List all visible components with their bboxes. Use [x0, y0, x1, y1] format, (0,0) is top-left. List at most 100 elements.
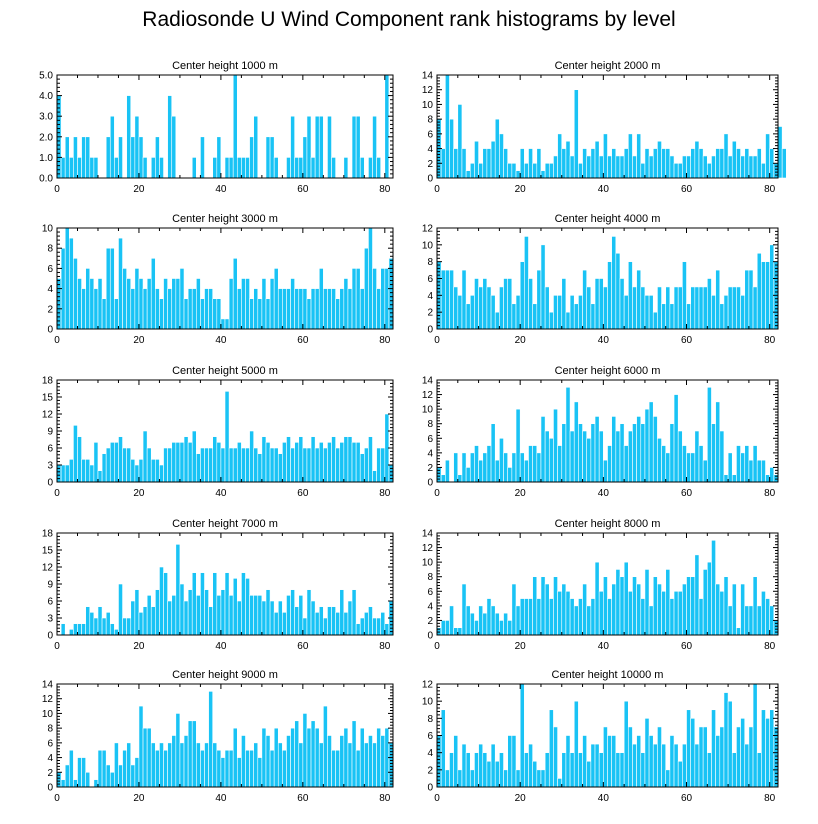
histogram-bar [171, 595, 177, 636]
histogram-bar [56, 464, 62, 483]
histogram-bar [159, 464, 164, 483]
histogram-bar [224, 572, 230, 636]
histogram-bar [228, 447, 234, 483]
histogram-bar [623, 561, 629, 636]
histogram-bar [167, 742, 173, 788]
histogram-bar [126, 617, 132, 636]
histogram-bar [368, 436, 373, 483]
histogram-bar [294, 442, 300, 483]
y-tick-label: 4 [427, 144, 433, 155]
histogram-bar [756, 752, 762, 788]
x-tick-label: 0 [54, 184, 60, 195]
histogram-bar [105, 764, 111, 788]
histogram-bar [499, 752, 504, 788]
histogram-bar [744, 605, 750, 636]
histogram-bar [686, 303, 691, 330]
histogram-bar [114, 442, 119, 483]
histogram-bar [603, 726, 608, 788]
histogram-bar [142, 157, 148, 179]
histogram-bar [191, 572, 197, 636]
histogram-bar [302, 288, 308, 330]
panel-title: Center height 10000 m [552, 669, 664, 681]
histogram-bar [561, 423, 567, 483]
histogram-bar [372, 617, 377, 636]
histogram-bar [105, 247, 111, 330]
histogram-bar [536, 769, 542, 788]
histogram-bar [208, 288, 214, 330]
histogram-bar [286, 735, 291, 788]
x-tick-label: 60 [681, 335, 693, 346]
histogram-bar [603, 576, 608, 636]
histogram-bar [461, 583, 467, 636]
histogram-bar [109, 771, 115, 788]
histogram-bar [669, 598, 675, 636]
histogram-bar [690, 452, 696, 483]
histogram-bar [465, 303, 471, 330]
histogram-bar [507, 620, 513, 636]
histogram-bar [557, 445, 563, 483]
x-tick-label: 20 [133, 488, 145, 499]
histogram-bar [686, 709, 691, 788]
histogram-bar [368, 227, 373, 330]
y-tick-label: 4 [427, 448, 433, 459]
x-tick-label: 0 [434, 488, 440, 499]
histogram-bar [719, 148, 725, 179]
y-tick-label: 6 [427, 731, 433, 742]
histogram-bar [212, 572, 218, 636]
x-tick-label: 20 [133, 793, 145, 804]
histogram-bar [224, 391, 230, 483]
histogram-bar [138, 705, 144, 788]
x-tick-label: 60 [297, 184, 309, 195]
y-tick-label: 2 [47, 304, 53, 315]
y-tick-label: 4 [427, 291, 433, 302]
histogram-bar [380, 735, 386, 788]
histogram-bar [619, 155, 625, 179]
x-tick-label: 60 [681, 184, 693, 195]
chart-panel-5: Center height 5000 m 0 20 40 60 80 0 3 6 9 12 15 18 [42, 365, 394, 499]
histogram-bar [461, 452, 467, 483]
histogram-bar [269, 136, 275, 179]
histogram-bar [114, 157, 119, 179]
histogram-bar [85, 606, 91, 636]
histogram-bar [607, 155, 612, 179]
histogram-bar [748, 605, 754, 636]
histogram-bar [515, 408, 521, 483]
histogram-bar [97, 278, 103, 330]
histogram-bar [318, 268, 324, 330]
histogram-bar [769, 709, 775, 788]
histogram-bar [359, 288, 365, 330]
histogram-bar [582, 269, 588, 330]
histogram-bar [619, 423, 625, 483]
plot-frame [56, 227, 394, 330]
histogram-bar [594, 743, 600, 788]
chart-panel-1: Center height 1000 m 0 20 40 60 80 0.0 1.0 2.0 3.… [39, 60, 394, 195]
histogram-bar [277, 288, 283, 330]
histogram-bar [573, 303, 579, 330]
histogram-bar [682, 261, 687, 330]
histogram-bar [351, 442, 357, 483]
histogram-bar [449, 269, 454, 330]
histogram-bar [290, 278, 295, 330]
histogram-bar [486, 286, 492, 330]
histogram-bar [138, 136, 144, 179]
y-tick-label: 14 [422, 71, 434, 82]
histogram-bar [236, 288, 242, 330]
histogram-bar [611, 735, 617, 788]
histogram-bar [216, 298, 222, 330]
histogram-bar [515, 295, 521, 330]
histogram-bar [93, 617, 99, 636]
histogram-bar [384, 268, 390, 330]
histogram-bar [499, 133, 504, 179]
histogram-bar [294, 157, 300, 179]
y-tick-label: 12 [42, 563, 54, 574]
histogram-bar [183, 298, 189, 330]
histogram-bar [578, 295, 583, 330]
histogram-bar [632, 743, 637, 788]
histogram-bar [265, 298, 271, 330]
histogram-bar [134, 464, 140, 483]
histogram-bar [355, 623, 361, 636]
histogram-bar [236, 600, 242, 636]
histogram-bar [673, 590, 679, 636]
histogram-bar [114, 298, 119, 330]
histogram-bar [573, 401, 579, 483]
